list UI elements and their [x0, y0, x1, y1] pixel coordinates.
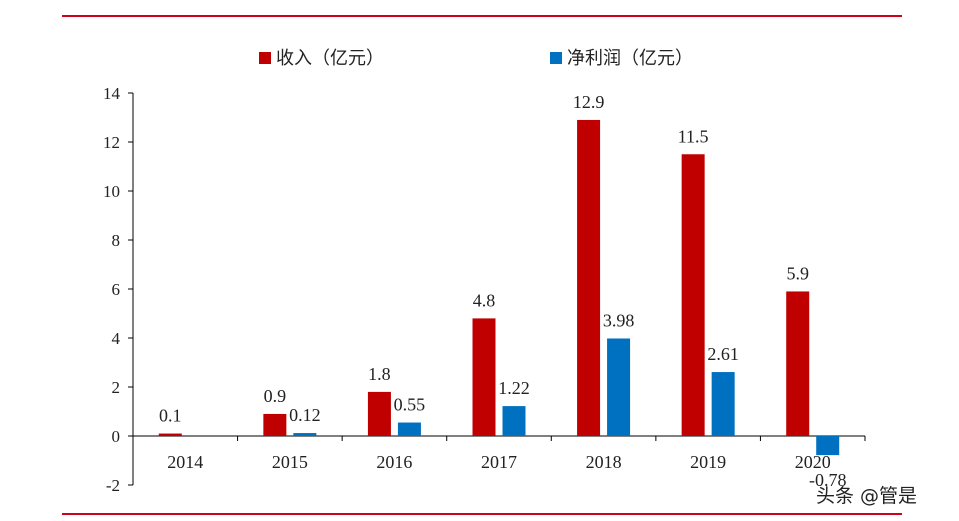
y-tick-label: 0 — [112, 427, 121, 446]
x-tick-label: 2015 — [272, 452, 308, 472]
bar-profit — [816, 436, 840, 456]
bar-revenue — [367, 391, 391, 436]
y-axis: -2 0 2 4 6 8 10 12 14 — [103, 84, 134, 495]
bar-revenue — [158, 433, 182, 436]
x-axis: 2014 2015 2016 2017 2018 2019 2020 — [132, 435, 866, 472]
data-label-revenue: 0.9 — [264, 386, 287, 406]
bar-profit — [607, 338, 631, 436]
bar-profit — [293, 433, 317, 436]
y-tick-label: -2 — [106, 476, 120, 495]
x-tick-label: 2020 — [795, 452, 831, 472]
y-tick-label: 2 — [112, 378, 121, 397]
data-label-profit: 3.98 — [603, 310, 635, 330]
y-tick-label: 4 — [112, 329, 121, 348]
watermark: 头条 @管是 — [816, 485, 917, 507]
y-tick-label: 8 — [112, 231, 121, 250]
legend-swatch-profit — [550, 52, 562, 64]
data-label-revenue: 5.9 — [786, 263, 809, 283]
y-tick-label: 14 — [103, 84, 121, 103]
legend-label-profit: 净利润（亿元） — [567, 48, 693, 69]
data-label-profit: 1.22 — [498, 378, 530, 398]
bar-revenue — [472, 318, 496, 436]
data-label-profit: -0.78 — [809, 470, 847, 490]
bar-profit — [502, 406, 526, 436]
data-label-profit: 0.12 — [289, 405, 321, 425]
data-label-revenue: 0.1 — [159, 406, 182, 426]
bar-profit — [397, 422, 421, 436]
x-tick-label: 2019 — [690, 452, 726, 472]
data-label-revenue: 1.8 — [368, 364, 391, 384]
data-label-profit: 0.55 — [394, 395, 426, 415]
data-labels: 0.1 0.90.12 1.80.55 4.8 1.22 12.9 3.98 11.5 2.61… — [159, 92, 846, 490]
bar-profit — [711, 372, 735, 436]
bars — [158, 119, 840, 456]
x-tick-label: 2016 — [376, 452, 412, 472]
bar-revenue — [681, 154, 705, 436]
x-tick-label: 2014 — [167, 452, 203, 472]
x-tick-label: 2017 — [481, 452, 517, 472]
data-label-revenue: 4.8 — [473, 290, 496, 310]
bar-revenue — [786, 291, 810, 436]
legend-label-revenue: 收入（亿元） — [276, 48, 384, 69]
legend-swatch-revenue — [259, 52, 271, 64]
bar-revenue — [263, 413, 287, 436]
x-tick-label: 2018 — [586, 452, 622, 472]
bar-revenue — [577, 119, 601, 436]
data-label-revenue: 12.9 — [573, 92, 605, 112]
data-label-profit: 2.61 — [707, 344, 739, 364]
data-label-revenue: 11.5 — [678, 126, 709, 146]
y-tick-label: 12 — [103, 133, 120, 152]
y-tick-label: 6 — [112, 280, 121, 299]
legend: 收入（亿元） 净利润（亿元） — [259, 48, 693, 69]
y-tick-label: 10 — [103, 182, 120, 201]
